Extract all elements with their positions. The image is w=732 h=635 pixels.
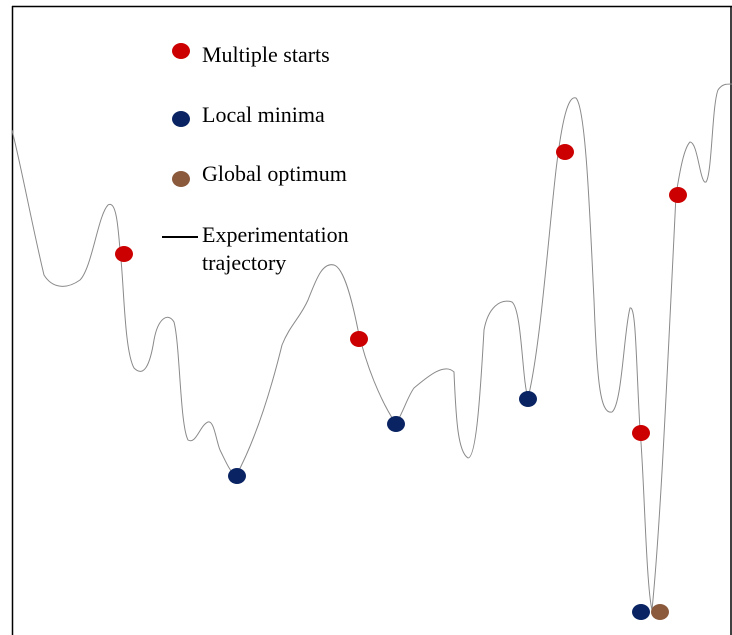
global-optimum-point	[651, 604, 669, 620]
global-optimum-points	[651, 604, 669, 620]
start-point	[115, 246, 133, 262]
legend-trajectory-label-line1: Experimentation	[202, 222, 349, 247]
local-minimum-point	[387, 416, 405, 432]
start-point	[632, 425, 650, 441]
start-points	[115, 144, 687, 441]
legend-local-minima-marker	[172, 111, 190, 127]
start-point	[669, 187, 687, 203]
legend-local-minima-label: Local minima	[202, 102, 325, 127]
local-minimum-point	[519, 391, 537, 407]
local-minimum-point	[632, 604, 650, 620]
legend: Multiple starts Local minima Global opti…	[162, 42, 349, 275]
legend-global-optimum-marker	[172, 171, 190, 187]
legend-start-marker	[172, 43, 190, 59]
experimentation-trajectory-curve	[11, 83, 732, 611]
diagram-frame	[11, 5, 732, 635]
local-minimum-point	[228, 468, 246, 484]
legend-global-optimum-label: Global optimum	[202, 161, 347, 186]
local-minima-points	[228, 391, 650, 620]
legend-trajectory-label-line2: trajectory	[202, 250, 286, 275]
start-point	[556, 144, 574, 160]
legend-multiple-starts-label: Multiple starts	[202, 42, 330, 67]
start-point	[350, 331, 368, 347]
